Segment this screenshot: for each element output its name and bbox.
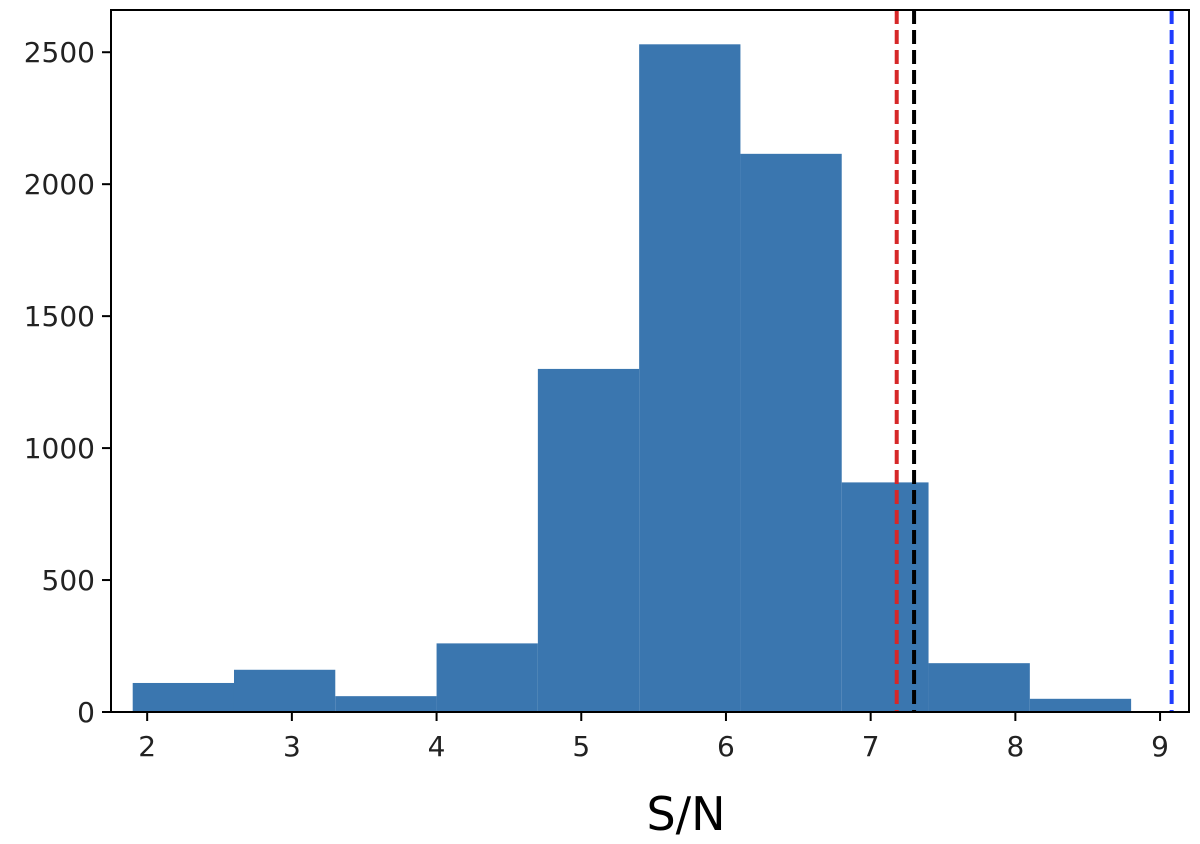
histogram-bar-8 — [928, 663, 1030, 712]
y-axis-ticks: 0 500 1000 1500 2000 2500 — [24, 36, 111, 729]
x-tick-label-6: 8 — [1006, 730, 1024, 763]
x-axis-ticks: 2 3 4 5 6 7 8 9 — [138, 712, 1169, 763]
x-tick-label-3: 5 — [572, 730, 590, 763]
plot-frame — [110, 9, 1190, 713]
x-tick-label-7: 9 — [1151, 730, 1169, 763]
y-tick-label-3: 1500 — [24, 300, 95, 333]
x-tick-label-1: 3 — [283, 730, 301, 763]
histogram-bar-6 — [740, 153, 842, 713]
x-tick-label-2: 4 — [428, 730, 446, 763]
histogram-bar-1 — [233, 669, 336, 712]
y-tick-label-4: 2000 — [24, 168, 95, 201]
x-tick-label-5: 7 — [862, 730, 880, 763]
histogram-bar-4 — [537, 368, 640, 712]
histogram-bar-9 — [1029, 698, 1132, 712]
histogram-bar-0 — [132, 682, 234, 712]
reference-lines — [894, 10, 1174, 712]
y-tick-label-0: 0 — [77, 696, 95, 729]
histogram-bars — [132, 44, 1132, 713]
histogram-bar-5 — [639, 44, 741, 712]
x-tick-label-0: 2 — [138, 730, 156, 763]
y-tick-label-1: 500 — [42, 564, 95, 597]
y-tick-label-2: 1000 — [24, 432, 95, 465]
x-tick-label-4: 6 — [717, 730, 735, 763]
histogram-bar-3 — [436, 643, 538, 712]
y-tick-label-5: 2500 — [24, 36, 95, 69]
histogram-bar-2 — [335, 696, 437, 712]
x-axis-title: S/N — [646, 787, 725, 841]
